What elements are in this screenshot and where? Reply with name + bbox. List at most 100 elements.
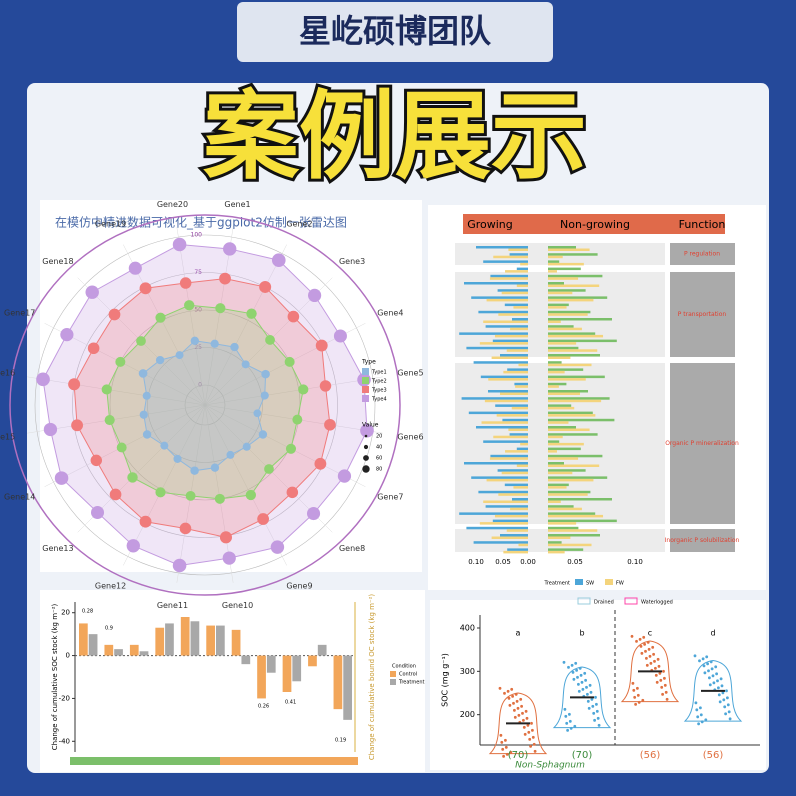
gene-bar [548,450,557,453]
bar [88,634,98,656]
violin-point [661,692,664,696]
gene-label: Gene12 [95,581,126,590]
gene-bar [513,306,528,309]
radar-spoke [123,404,206,566]
radar-point [71,419,84,432]
violin-point [533,749,537,753]
bar [266,655,276,673]
gene-bar [548,548,584,551]
gene-bar [495,404,528,407]
violin-point [718,700,722,704]
gene-bar [548,543,592,547]
gene-bar [548,433,598,436]
gene-bar [468,411,528,415]
radar-point [68,378,81,391]
x-axis-label: Non-Sphagnum [515,761,585,771]
gene-bar [512,318,528,321]
radar-point [253,409,262,418]
bar [231,629,241,656]
gene-bar [510,327,528,331]
gene-bar [516,447,528,451]
bar [317,644,327,656]
legend-size [362,465,370,473]
gene-bar [488,390,528,393]
violin-point [694,701,698,705]
bar [180,617,190,656]
violin-point [722,698,726,702]
violin-point [570,663,574,667]
gene-bar [500,392,528,395]
legend-label: Treatment [398,680,424,686]
violin-point [653,659,656,663]
gene-bar [548,500,561,503]
radar-point [155,487,166,498]
soc-panel [40,590,425,772]
gene-bar [512,498,528,501]
gene-bar [490,274,528,278]
violin-point [660,685,664,689]
gene-bar [548,270,557,273]
radar-point [270,540,285,554]
radar-grid [184,384,226,426]
gene-bar [548,274,603,278]
count-label: (70) [508,750,529,761]
violin [552,666,612,729]
gene-bar [548,313,588,316]
violin-point [649,661,653,665]
legend-title: Value [362,422,379,429]
gene-bar [548,291,573,295]
violin-point [631,681,635,685]
gene-bar [548,512,596,515]
violin-point [503,691,506,695]
violin-point [569,726,573,730]
x-tick-label: 0.10 [468,558,484,566]
violin-point [590,697,594,701]
bar [308,655,317,667]
violin-point [636,693,640,697]
bar [190,621,200,656]
violin-point [506,689,510,693]
violin-point [501,747,505,751]
gene-bar [548,306,567,309]
violin-point [587,706,591,710]
violin-point [710,667,714,671]
violin-point [654,673,658,677]
violin-point [711,674,715,678]
gene-bar [548,255,563,259]
gene-bar [498,493,528,496]
gene-bar [515,385,528,388]
gene-bar [503,370,528,374]
gene-bar [490,454,528,458]
radar-point [298,384,309,395]
violin-point [664,690,668,694]
gene-bar [464,282,528,285]
gene-bar [548,493,588,496]
gene-bar [548,421,569,424]
violin-point [665,697,669,701]
violin-point [584,678,587,682]
violin-point [596,716,600,720]
violin-point [586,692,589,696]
radar-point [265,335,275,345]
gene-bar [478,490,528,494]
violin-point [708,676,711,680]
radar-point [175,351,184,360]
gene-bar [516,284,528,287]
gene-bar [491,356,528,359]
radar-grid [34,234,376,576]
gene-bar [548,428,590,431]
gene-bar [505,270,528,273]
legend-label: SW [586,581,594,587]
bar [333,655,343,710]
gene-bar [548,440,560,443]
count-label: (56) [703,750,724,761]
gene-bar [548,385,559,388]
radar-point [179,522,192,535]
gene-label: Gene3 [339,257,365,266]
gene-bar [466,526,528,530]
gene-bar [548,536,571,539]
gene-bar [485,325,528,328]
annotation: 0.41 [285,700,296,706]
gene-bar [548,382,567,386]
bar [79,623,88,656]
